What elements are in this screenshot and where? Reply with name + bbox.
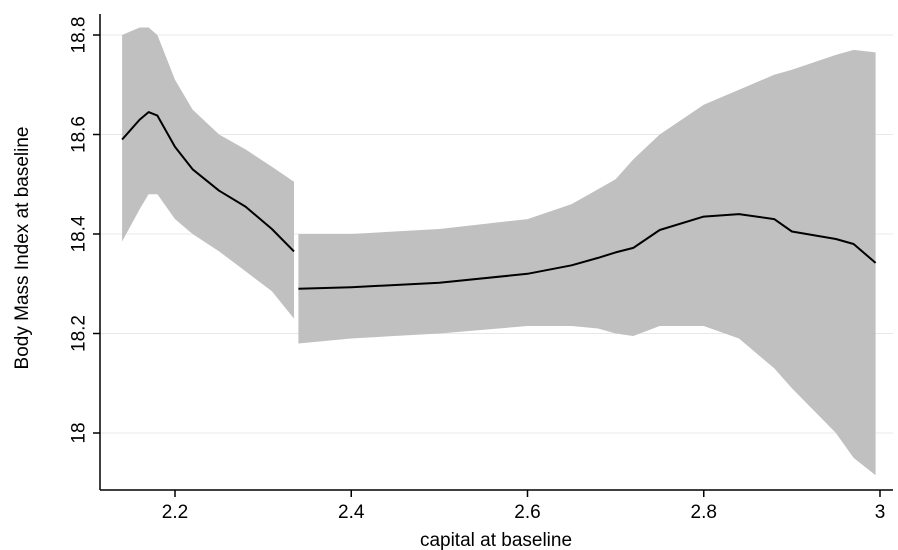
y-tick-label: 18.2 bbox=[69, 315, 90, 352]
confidence-band bbox=[122, 27, 294, 319]
y-tick-label: 18.4 bbox=[69, 215, 90, 252]
y-axis-title: Body Mass Index at baseline bbox=[12, 127, 33, 370]
x-tick-label: 2.4 bbox=[338, 502, 365, 523]
confidence-band bbox=[298, 49, 876, 476]
confidence-bands bbox=[122, 27, 876, 476]
y-axis-ticks: 18 18.2 18.4 18.6 18.8 bbox=[69, 17, 100, 444]
y-tick-label: 18 bbox=[69, 422, 90, 443]
fit-line bbox=[121, 111, 295, 253]
fit-line bbox=[298, 213, 877, 290]
x-tick-label: 2.6 bbox=[514, 502, 540, 523]
x-tick-label: 2.2 bbox=[162, 502, 188, 523]
y-tick-label: 18.8 bbox=[69, 17, 90, 54]
x-axis-title: capital at baseline bbox=[420, 530, 572, 550]
x-tick-label: 2.8 bbox=[691, 502, 717, 523]
x-axis-ticks: 2.2 2.4 2.6 2.8 3 bbox=[162, 490, 886, 523]
fit-lines bbox=[121, 111, 877, 290]
y-tick-label: 18.6 bbox=[69, 116, 90, 153]
x-tick-label: 3 bbox=[875, 502, 886, 523]
